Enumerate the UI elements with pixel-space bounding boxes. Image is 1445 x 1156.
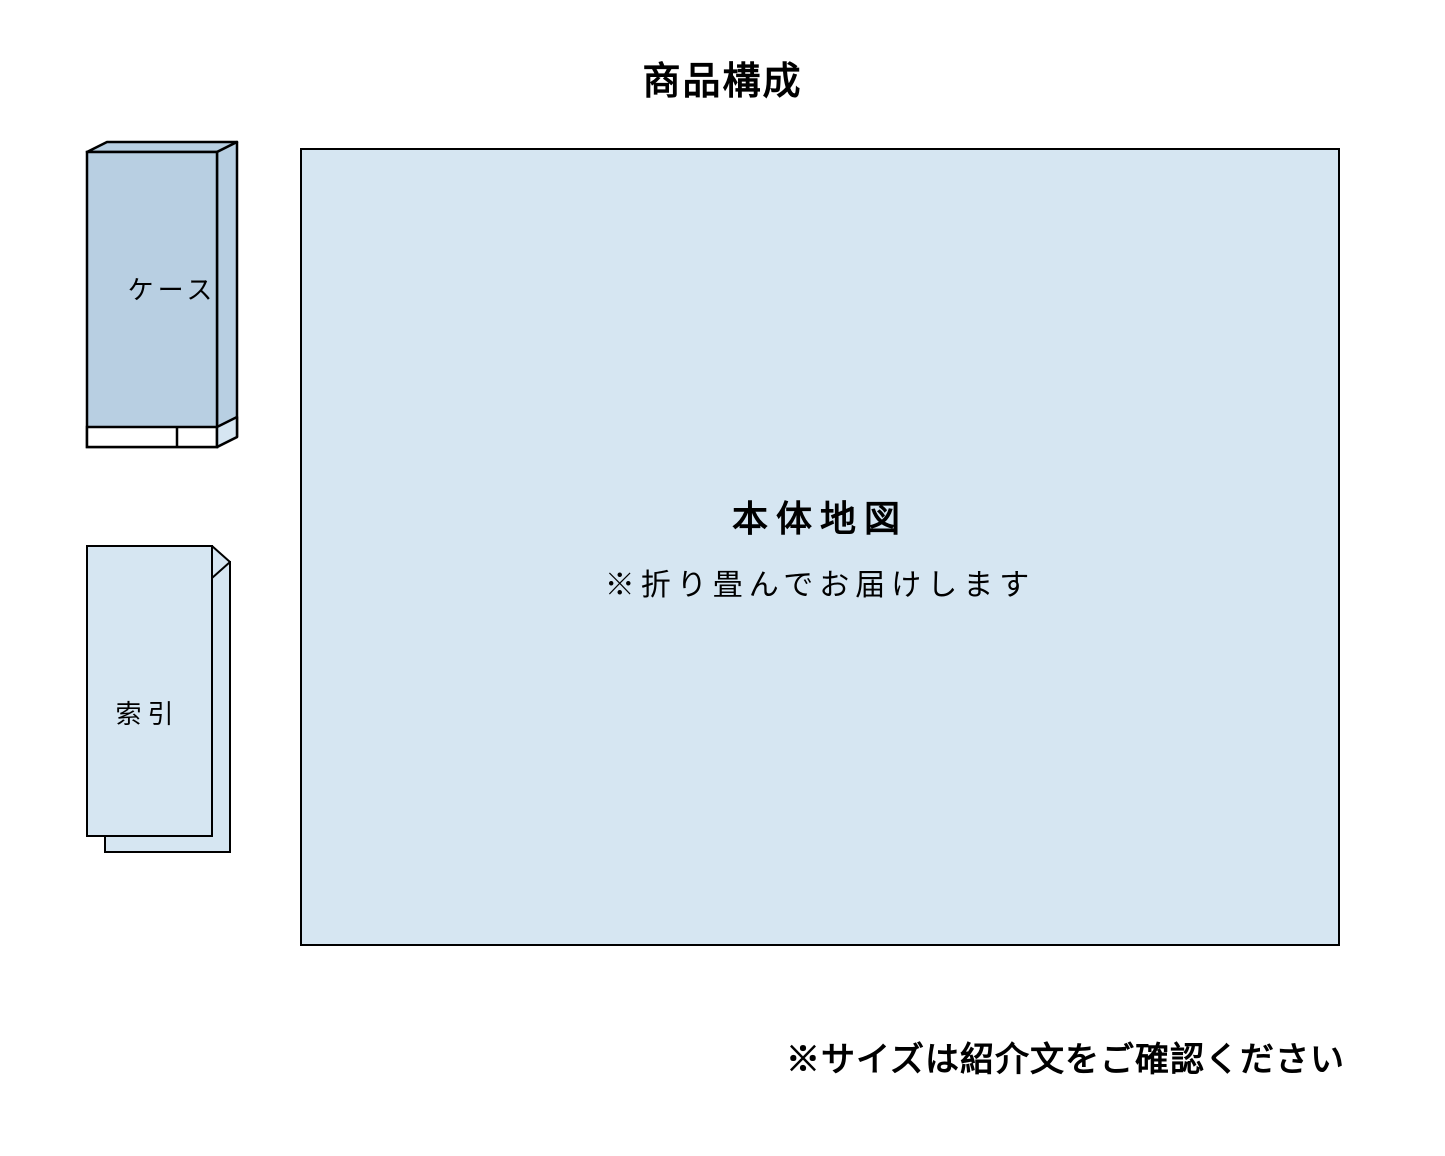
main-map-title: 本体地図 <box>732 490 908 542</box>
footnote-text: ※サイズは紹介文をご確認ください <box>786 1032 1345 1081</box>
index-component: 索引 <box>85 544 245 854</box>
main-map-component: 本体地図 ※折り畳んでお届けします <box>300 148 1340 946</box>
case-label: ケース <box>107 270 237 307</box>
diagram-title: 商品構成 <box>0 50 1445 105</box>
case-shape <box>85 140 265 480</box>
case-component: ケース <box>85 140 245 470</box>
index-label: 索引 <box>85 694 210 731</box>
main-map-note: ※折り畳んでお届けします <box>605 560 1036 604</box>
